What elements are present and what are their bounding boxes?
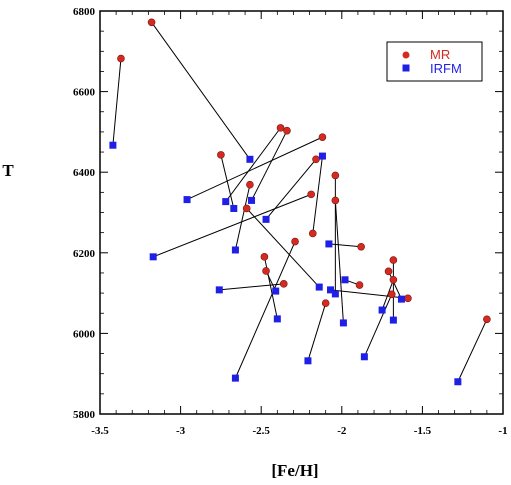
connector-line bbox=[251, 130, 288, 201]
point-mr bbox=[242, 204, 251, 213]
point-mr bbox=[117, 54, 125, 63]
point-mr bbox=[321, 299, 330, 307]
connector-line bbox=[186, 136, 323, 201]
point-irfm bbox=[231, 374, 239, 382]
y-tick-label: 6200 bbox=[73, 248, 96, 260]
point-mr bbox=[355, 281, 364, 289]
connector-line bbox=[219, 283, 284, 291]
point-irfm bbox=[378, 306, 386, 314]
x-tick-label: -3 bbox=[176, 425, 186, 437]
connector-line bbox=[112, 58, 122, 146]
connector-line bbox=[388, 271, 402, 300]
y-tick-label: 6600 bbox=[73, 87, 96, 99]
point-mr bbox=[246, 180, 254, 189]
point-mr bbox=[279, 280, 288, 288]
point-irfm bbox=[222, 198, 230, 206]
point-mr bbox=[357, 242, 365, 251]
point-irfm bbox=[273, 315, 281, 323]
point-irfm bbox=[262, 215, 270, 223]
y-tick-label: 6000 bbox=[73, 328, 96, 340]
connector-line bbox=[312, 156, 323, 234]
legend-mr-marker bbox=[402, 51, 410, 59]
connector-line bbox=[330, 289, 408, 299]
connector-line bbox=[246, 208, 320, 288]
x-tick-label: -1 bbox=[498, 425, 507, 437]
connector-line bbox=[220, 154, 235, 209]
data-points bbox=[109, 18, 491, 386]
point-mr bbox=[331, 171, 340, 180]
point-mr bbox=[291, 237, 299, 246]
point-irfm bbox=[331, 290, 339, 298]
connector-line bbox=[328, 243, 362, 248]
point-irfm bbox=[304, 357, 312, 365]
point-irfm bbox=[339, 319, 347, 327]
legend-irfm-marker bbox=[402, 64, 410, 72]
connector-lines bbox=[112, 21, 488, 382]
y-tick-label: 6400 bbox=[73, 167, 96, 179]
connector-line bbox=[153, 193, 312, 258]
legend-box bbox=[386, 41, 483, 82]
point-mr bbox=[312, 155, 320, 164]
point-irfm bbox=[109, 141, 117, 149]
point-irfm bbox=[360, 353, 368, 361]
connector-line bbox=[234, 241, 296, 379]
y-tick-label: 5800 bbox=[73, 409, 96, 421]
point-mr bbox=[318, 133, 327, 141]
point-mr bbox=[389, 256, 398, 264]
point-mr bbox=[283, 126, 291, 135]
point-mr bbox=[387, 290, 396, 299]
connector-line bbox=[363, 294, 393, 357]
point-mr bbox=[331, 196, 340, 205]
x-axis-title: [Fe/H] bbox=[271, 461, 318, 480]
connector-line bbox=[457, 319, 488, 382]
y-tick-label: 6800 bbox=[73, 6, 96, 18]
point-irfm bbox=[231, 246, 239, 254]
legend-irfm-label: IRFM bbox=[430, 61, 462, 76]
point-mr bbox=[147, 18, 156, 27]
point-irfm bbox=[325, 240, 333, 248]
point-irfm bbox=[215, 286, 223, 294]
point-mr bbox=[217, 151, 225, 159]
point-mr bbox=[483, 315, 491, 324]
x-tick-label: -1.5 bbox=[414, 425, 432, 437]
point-mr bbox=[262, 267, 270, 275]
point-mr bbox=[308, 229, 317, 238]
x-tick-label: -2.5 bbox=[252, 425, 270, 437]
y-axis-title: T bbox=[2, 161, 14, 180]
point-irfm bbox=[341, 276, 349, 284]
point-mr bbox=[389, 276, 398, 284]
connector-line bbox=[265, 158, 317, 220]
point-irfm bbox=[230, 204, 238, 212]
point-irfm bbox=[272, 287, 280, 295]
legend: MR IRFM bbox=[386, 41, 483, 82]
connector-line bbox=[151, 21, 251, 160]
point-irfm bbox=[389, 316, 397, 324]
connector-line bbox=[381, 279, 394, 311]
point-irfm bbox=[327, 286, 335, 294]
point-mr bbox=[276, 124, 285, 132]
point-mr bbox=[307, 190, 315, 199]
x-tick-label: -2 bbox=[337, 425, 347, 437]
connector-line bbox=[234, 184, 251, 251]
point-irfm bbox=[248, 196, 256, 204]
point-irfm bbox=[397, 295, 405, 303]
point-irfm bbox=[246, 155, 254, 163]
legend-mr-label: MR bbox=[430, 47, 450, 62]
point-irfm bbox=[183, 196, 191, 204]
axis-ticks: -3.5 -3 -2.5 -2 -1.5 -1 5800 6000 6200 6400 6600 68… bbox=[73, 6, 508, 437]
point-irfm bbox=[454, 378, 462, 386]
point-irfm bbox=[318, 152, 326, 160]
connector-line bbox=[307, 303, 327, 361]
point-mr bbox=[404, 294, 412, 303]
point-mr bbox=[384, 267, 393, 276]
x-tick-label: -3.5 bbox=[91, 425, 109, 437]
connector-line bbox=[334, 200, 344, 323]
point-mr bbox=[260, 253, 269, 261]
point-irfm bbox=[315, 283, 323, 291]
connector-line bbox=[225, 127, 281, 202]
point-irfm bbox=[149, 253, 157, 261]
